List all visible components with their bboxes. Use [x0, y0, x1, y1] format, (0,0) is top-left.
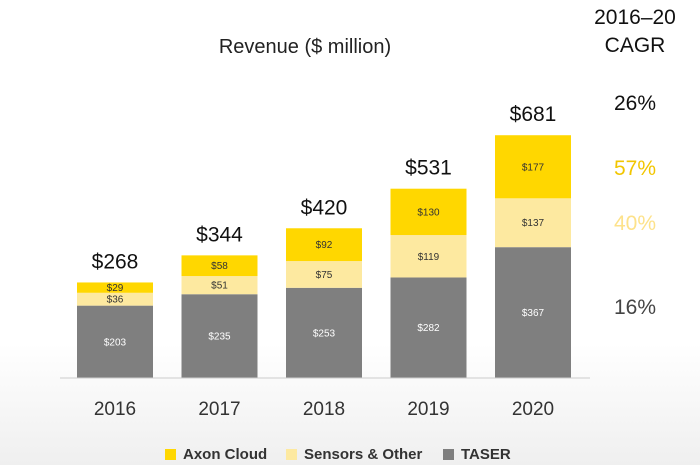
cagr-sensors-other: 40% [613, 212, 657, 235]
bar-taser-2018 [286, 287, 362, 378]
data-label-axon-cloud-2018: $92 [316, 240, 333, 251]
data-label-taser-2019: $282 [417, 323, 440, 334]
bar-taser-2017 [181, 294, 258, 378]
x-tick-2018: 2018 [303, 399, 345, 420]
total-label-2019: $531 [405, 157, 452, 180]
data-label-taser-2020: $367 [522, 308, 545, 319]
bar-axon-cloud-2019 [390, 188, 467, 236]
bar-sensors-other-2016 [77, 292, 153, 306]
legend-swatch-axon-cloud [165, 448, 176, 460]
data-label-axon-cloud-2017: $58 [211, 261, 228, 272]
x-tick-2017: 2017 [198, 399, 240, 420]
x-tick-2020: 2020 [512, 399, 554, 420]
legend-swatch-sensors-other [286, 448, 297, 460]
total-label-2017: $344 [196, 223, 243, 246]
data-label-taser-2018: $253 [313, 328, 336, 339]
data-label-sensors-other-2018: $75 [316, 270, 333, 281]
data-label-sensors-other-2016: $36 [107, 295, 124, 306]
bar-taser-2016 [77, 305, 153, 378]
data-label-sensors-other-2020: $137 [522, 218, 545, 229]
data-label-axon-cloud-2016: $29 [107, 283, 124, 294]
data-label-sensors-other-2019: $119 [418, 252, 440, 263]
legend-taser: TASER [443, 444, 511, 464]
total-label-2016: $268 [92, 250, 139, 273]
chart-title: Revenue ($ million) [218, 36, 392, 58]
x-tick-2016: 2016 [94, 399, 136, 420]
bar-axon-cloud-2016 [77, 282, 153, 293]
total-label-2018: $420 [301, 196, 348, 219]
data-label-taser-2016: $203 [104, 337, 127, 348]
x-tick-2019: 2019 [407, 399, 449, 420]
bar-taser-2019 [390, 277, 467, 378]
cagr-total: 26% [613, 92, 657, 115]
cagr-taser: 16% [613, 296, 657, 319]
legend-label-taser: TASER [461, 445, 511, 463]
x-tick-labels: 2016 2017 2018 2019 2020 [94, 399, 554, 420]
data-label-axon-cloud-2020: $177 [522, 162, 545, 173]
bar-sensors-other-2018 [286, 261, 362, 288]
cagr-heading-label: CAGR [604, 34, 666, 57]
bar-axon-cloud-2020 [495, 135, 571, 199]
cagr-heading-years: 2016–20 [594, 6, 676, 29]
cagr-axon-cloud: 57% [613, 157, 657, 180]
bar-axon-cloud-2018 [286, 228, 362, 262]
bar-axon-cloud-2017 [181, 255, 258, 277]
bar-sensors-other-2017 [181, 276, 258, 295]
bar-sensors-other-2020 [495, 198, 571, 248]
bar-sensors-other-2019 [390, 235, 467, 278]
legend-swatch-taser [443, 448, 454, 460]
data-label-sensors-other-2017: $51 [211, 281, 228, 292]
data-label-taser-2017: $235 [208, 332, 231, 343]
cagr-heading: 2016–20 CAGR [580, 4, 690, 60]
legend-sensors-other: Sensors & Other [286, 444, 422, 464]
data-label-axon-cloud-2019: $130 [417, 207, 440, 218]
legend-label-sensors-other: Sensors & Other [304, 445, 423, 463]
legend-label-axon-cloud: Axon Cloud [183, 445, 268, 463]
total-label-2020: $681 [510, 103, 557, 126]
bar-group: $203 $36$29 $268 $235 $51 $58 $344 $253 $75 $92 $4… [77, 103, 571, 378]
legend-axon-cloud: Axon Cloud [165, 444, 267, 464]
bar-taser-2020 [495, 247, 571, 378]
